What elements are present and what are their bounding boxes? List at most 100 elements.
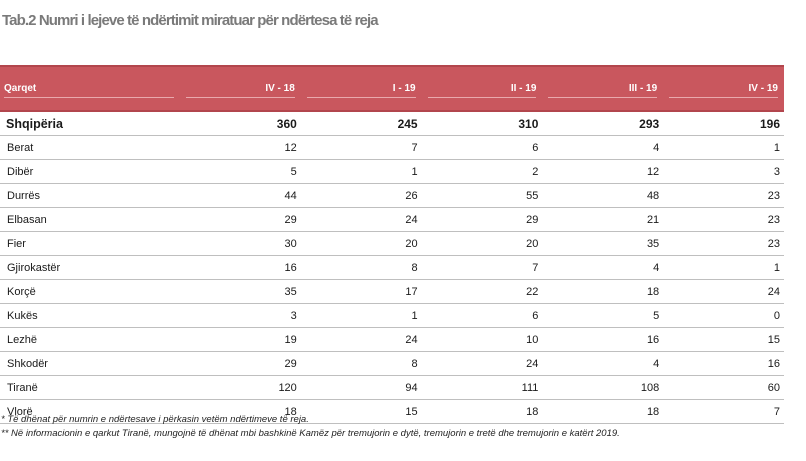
value-cell: 18 <box>542 399 664 424</box>
value-cell: 7 <box>663 399 784 424</box>
value-cell: 24 <box>421 351 543 376</box>
value-cell: 4 <box>542 135 664 160</box>
value-cell: 0 <box>663 303 784 328</box>
value-cell: 10 <box>421 327 543 352</box>
value-cell: 16 <box>542 327 664 352</box>
value-cell: 29 <box>180 207 301 232</box>
data-table-container: Qarqet IV - 18 I - 19 II - 19 III - 19 I… <box>0 65 784 424</box>
table-row: Kukës 3 1 6 5 0 <box>0 303 784 328</box>
column-header-period: II - 19 <box>421 65 543 112</box>
value-cell: 111 <box>421 375 543 400</box>
value-cell: 3 <box>180 303 301 328</box>
value-cell: 94 <box>300 375 422 400</box>
value-cell: 35 <box>180 279 301 304</box>
column-header-label: Qarqet <box>4 79 174 98</box>
value-cell: 20 <box>300 231 422 256</box>
table-row: Berat 12 7 6 4 1 <box>0 135 784 160</box>
value-cell: 35 <box>542 231 664 256</box>
table-row: Vlorë 18 15 18 18 7 <box>0 399 784 424</box>
region-name-cell: Elbasan <box>0 207 180 232</box>
table-title: Tab.2 Numri i lejeve të ndërtimit miratu… <box>2 12 379 29</box>
value-cell: 60 <box>663 375 784 400</box>
value-cell: 24 <box>663 279 784 304</box>
region-name-cell: Korçë <box>0 279 180 304</box>
value-cell: 55 <box>421 183 543 208</box>
value-cell: 44 <box>180 183 301 208</box>
value-cell: 23 <box>663 207 784 232</box>
footnotes: * Të dhënat për numrin e ndërtesave i pë… <box>1 413 620 441</box>
region-name-cell: Dibër <box>0 159 180 184</box>
value-cell: 18 <box>542 279 664 304</box>
column-header-period: IV - 19 <box>663 65 784 112</box>
value-cell: 15 <box>300 399 422 424</box>
value-cell: 26 <box>300 183 422 208</box>
value-cell: 120 <box>180 375 301 400</box>
value-cell: 19 <box>180 327 301 352</box>
column-header-period: III - 19 <box>542 65 664 112</box>
value-cell: 17 <box>300 279 422 304</box>
column-header-period: I - 19 <box>300 65 422 112</box>
value-cell: 24 <box>300 327 422 352</box>
table-row: Fier 30 20 20 35 23 <box>0 231 784 256</box>
region-name-cell: Kukës <box>0 303 180 328</box>
value-cell: 21 <box>542 207 664 232</box>
column-header-label: IV - 18 <box>186 79 295 98</box>
value-cell: 16 <box>180 255 301 280</box>
region-name-cell: Vlorë <box>0 399 180 424</box>
value-cell: 7 <box>421 255 543 280</box>
value-cell: 1 <box>300 159 422 184</box>
value-cell: 6 <box>421 135 543 160</box>
region-name-cell: Tiranë <box>0 375 180 400</box>
value-cell: 4 <box>542 255 664 280</box>
value-cell: 245 <box>300 111 422 136</box>
value-cell: 48 <box>542 183 664 208</box>
footnote: ** Në informacionin e qarkut Tiranë, mun… <box>1 428 620 439</box>
column-header-label: III - 19 <box>548 79 658 98</box>
value-cell: 3 <box>663 159 784 184</box>
table-row: Lezhë 19 24 10 16 15 <box>0 327 784 352</box>
region-name-cell: Lezhë <box>0 327 180 352</box>
column-header-label: IV - 19 <box>669 79 778 98</box>
value-cell: 23 <box>663 183 784 208</box>
table-row: Elbasan 29 24 29 21 23 <box>0 207 784 232</box>
value-cell: 5 <box>542 303 664 328</box>
value-cell: 12 <box>180 135 301 160</box>
value-cell: 23 <box>663 231 784 256</box>
region-name-cell: Shqipëria <box>0 111 180 136</box>
value-cell: 18 <box>421 399 543 424</box>
footnote: * Të dhënat për numrin e ndërtesave i pë… <box>1 414 309 425</box>
table-body: Shqipëria 360 245 310 293 196 Berat 12 7 6 4 1 Dibër… <box>0 111 784 424</box>
table-row: Durrës 44 26 55 48 23 <box>0 183 784 208</box>
value-cell: 1 <box>663 255 784 280</box>
value-cell: 1 <box>300 303 422 328</box>
table-header-row: Qarqet IV - 18 I - 19 II - 19 III - 19 I… <box>0 65 784 112</box>
region-name-cell: Fier <box>0 231 180 256</box>
value-cell: 16 <box>663 351 784 376</box>
value-cell: 8 <box>300 255 422 280</box>
permits-table: Qarqet IV - 18 I - 19 II - 19 III - 19 I… <box>0 65 784 424</box>
region-name-cell: Shkodër <box>0 351 180 376</box>
table-row: Shkodër 29 8 24 4 16 <box>0 351 784 376</box>
table-row-total: Shqipëria 360 245 310 293 196 <box>0 111 784 136</box>
value-cell: 1 <box>663 135 784 160</box>
value-cell: 293 <box>542 111 664 136</box>
value-cell: 360 <box>180 111 301 136</box>
table-row: Tiranë 120 94 111 108 60 <box>0 375 784 400</box>
value-cell: 15 <box>663 327 784 352</box>
value-cell: 22 <box>421 279 543 304</box>
column-header-qarqet: Qarqet <box>0 65 180 112</box>
region-name-cell: Durrës <box>0 183 180 208</box>
value-cell: 6 <box>421 303 543 328</box>
column-header-label: I - 19 <box>306 79 416 98</box>
value-cell: 12 <box>542 159 664 184</box>
column-header-label: II - 19 <box>427 79 537 98</box>
region-name-cell: Berat <box>0 135 180 160</box>
value-cell: 196 <box>663 111 784 136</box>
value-cell: 5 <box>180 159 301 184</box>
region-name-cell: Gjirokastër <box>0 255 180 280</box>
value-cell: 29 <box>180 351 301 376</box>
table-row: Korçë 35 17 22 18 24 <box>0 279 784 304</box>
column-header-period: IV - 18 <box>180 65 301 112</box>
value-cell: 30 <box>180 231 301 256</box>
table-row: Gjirokastër 16 8 7 4 1 <box>0 255 784 280</box>
